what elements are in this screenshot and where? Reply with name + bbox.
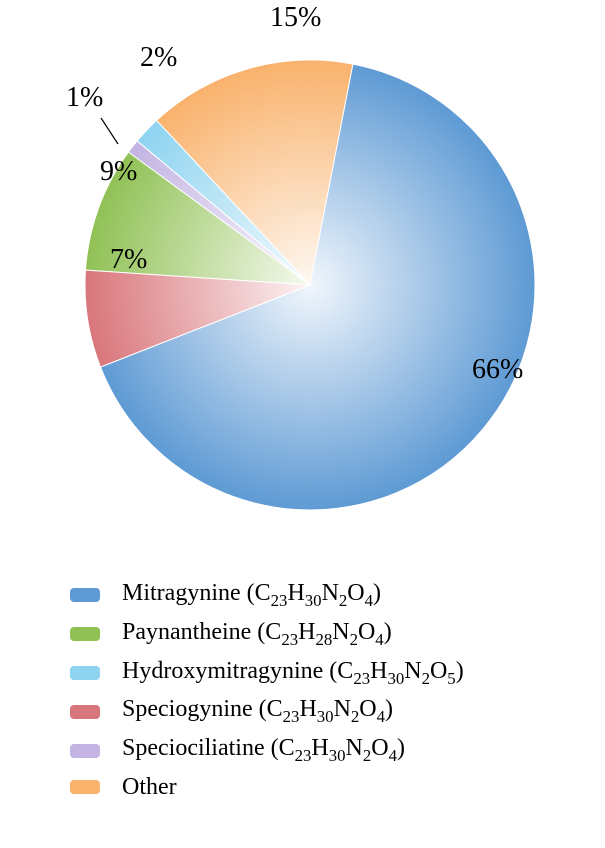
legend-swatch-mitragynine: [70, 588, 100, 602]
pie-chart: 15% 2% 1% 9% 7% 66%: [0, 0, 605, 560]
legend-item-hydroxymitragynine: Hydroxymitragynine (C23H30N2O5): [70, 658, 464, 689]
legend-label-speciogynine: Speciogynine (C23H30N2O4): [122, 696, 393, 727]
legend-item-speciogynine: Speciogynine (C23H30N2O4): [70, 696, 464, 727]
legend-swatch-speciociliatine: [70, 744, 100, 758]
legend-name-other: Other: [122, 774, 177, 800]
legend-label-other: Other: [122, 774, 177, 801]
legend-swatch-hydroxymitragynine: [70, 666, 100, 680]
legend-label-speciociliatine: Speciociliatine (C23H30N2O4): [122, 735, 405, 766]
legend-formula-speciogynine: C23H30N2O4: [267, 696, 385, 722]
legend-name-mitragynine: Mitragynine: [122, 580, 241, 606]
legend-formula-hydroxymitragynine: C23H30N2O5: [337, 658, 455, 684]
legend-item-other: Other: [70, 774, 464, 801]
legend-item-speciociliatine: Speciociliatine (C23H30N2O4): [70, 735, 464, 766]
slice-label-speciogynine: 7%: [110, 244, 147, 275]
legend-name-speciogynine: Speciogynine: [122, 696, 253, 722]
slice-label-hydroxymitragynine: 2%: [140, 42, 177, 73]
legend-item-mitragynine: Mitragynine (C23H30N2O4): [70, 580, 464, 611]
legend-name-hydroxymitragynine: Hydroxymitragynine: [122, 658, 323, 684]
legend-label-paynantheine: Paynantheine (C23H28N2O4): [122, 619, 392, 650]
legend-label-mitragynine: Mitragynine (C23H30N2O4): [122, 580, 381, 611]
label-leader-speciociliatine: [101, 118, 118, 144]
legend-swatch-speciogynine: [70, 705, 100, 719]
legend: Mitragynine (C23H30N2O4) Paynantheine (C2…: [70, 580, 464, 809]
slice-label-mitragynine: 66%: [472, 354, 523, 385]
legend-formula-speciociliatine: C23H30N2O4: [279, 735, 397, 761]
slice-label-other: 15%: [270, 2, 321, 33]
legend-label-hydroxymitragynine: Hydroxymitragynine (C23H30N2O5): [122, 658, 464, 689]
legend-formula-paynantheine: C23H28N2O4: [265, 619, 383, 645]
legend-swatch-paynantheine: [70, 627, 100, 641]
slice-label-paynantheine: 9%: [100, 156, 137, 187]
legend-name-paynantheine: Paynantheine: [122, 619, 251, 645]
slice-label-speciociliatine: 1%: [66, 82, 103, 113]
legend-formula-mitragynine: C23H30N2O4: [255, 580, 373, 606]
legend-swatch-other: [70, 780, 100, 794]
legend-item-paynantheine: Paynantheine (C23H28N2O4): [70, 619, 464, 650]
legend-name-speciociliatine: Speciociliatine: [122, 735, 265, 761]
